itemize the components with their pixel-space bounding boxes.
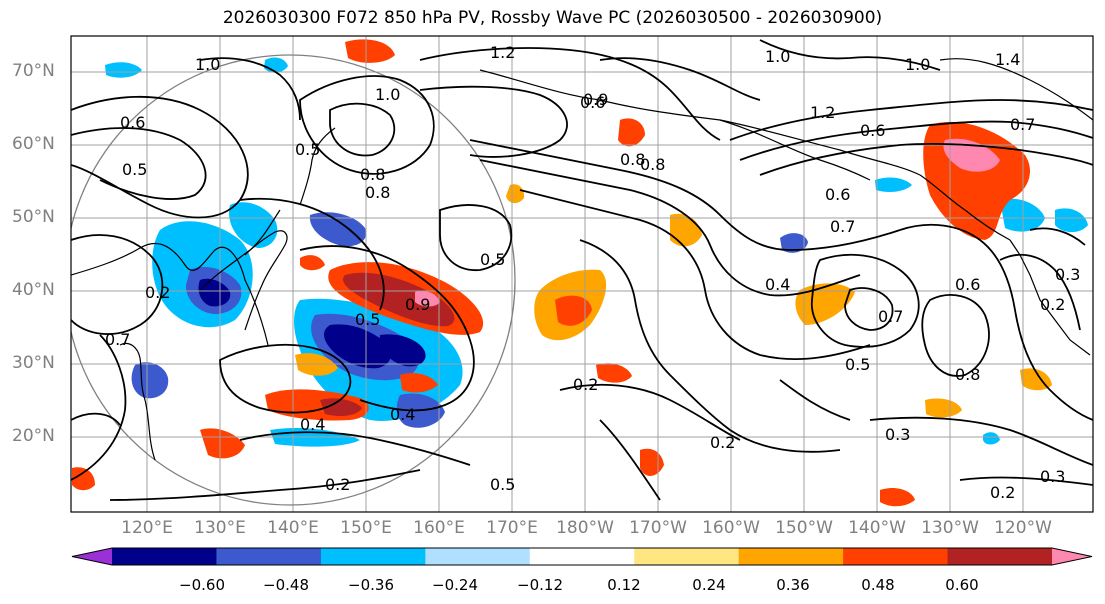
contour-label: 0.2 — [145, 283, 170, 302]
colorbar-outline — [71, 547, 1093, 566]
colorbar-tick-label: −0.36 — [348, 576, 394, 594]
contour-label: 0.5 — [355, 310, 380, 329]
contour-label: 0.3 — [885, 425, 910, 444]
contour-label: 0.8 — [955, 365, 980, 384]
contour-label: 0.5 — [480, 250, 505, 269]
colorbar-bin — [216, 548, 322, 565]
contour-label: 0.6 — [955, 275, 980, 294]
colorbar-bin — [843, 548, 949, 565]
lon-label: 170°E — [486, 518, 538, 538]
colorbar-tick-label: −0.12 — [517, 576, 563, 594]
contour-label: 0.4 — [390, 405, 415, 424]
contour-label: 0.5 — [845, 355, 870, 374]
contour-label: 0.2 — [325, 475, 350, 494]
contour-label: 0.2 — [990, 483, 1015, 502]
colorbar-tick-label: −0.24 — [432, 576, 478, 594]
contour-label: 0.6 — [580, 93, 605, 112]
contour-label: 0.8 — [620, 150, 645, 169]
colorbar-bin — [738, 548, 844, 565]
lon-label: 130°E — [194, 518, 246, 538]
lon-label: 160°E — [413, 518, 465, 538]
lat-label: 30°N — [12, 353, 55, 373]
contour-label: 0.4 — [765, 275, 790, 294]
contour-label: 1.2 — [490, 43, 515, 62]
reference-circle — [71, 54, 516, 506]
coastlines — [71, 58, 1093, 461]
colorbar-bin — [529, 548, 635, 565]
colorbar-bin — [425, 548, 531, 565]
contour-label: 0.2 — [710, 433, 735, 452]
lat-label: 60°N — [12, 134, 55, 154]
contour-labels: 1.2 1.0 1.0 1.0 1.4 1.0 1.2 0.6 0.9 0.8 … — [105, 43, 1080, 502]
contour-label: 1.0 — [905, 55, 930, 74]
colorbar-tick-label: 0.12 — [607, 576, 641, 594]
lon-label: 140°E — [267, 518, 319, 538]
contour-label: 0.3 — [1055, 265, 1080, 284]
contour-label: 0.3 — [1040, 467, 1065, 486]
colorbar-tick-label: 0.36 — [776, 576, 810, 594]
contour-label: 0.5 — [122, 160, 147, 179]
contour-label: 0.6 — [120, 113, 145, 132]
contour-label: 0.7 — [1010, 115, 1035, 134]
contour-label: 1.0 — [195, 55, 220, 74]
lon-label: 120°W — [994, 518, 1052, 538]
contour-label: 0.5 — [295, 140, 320, 159]
contour-label: 0.6 — [825, 185, 850, 204]
contour-label: 0.7 — [878, 307, 903, 326]
contour-label: 0.8 — [360, 165, 385, 184]
colorbar-tick-label: 0.48 — [861, 576, 895, 594]
lon-label: 130°W — [921, 518, 979, 538]
lat-label: 70°N — [12, 61, 55, 81]
colorbar-tick-label: 0.24 — [692, 576, 726, 594]
contour-label: 1.0 — [765, 47, 790, 66]
contour-label: 0.8 — [365, 183, 390, 202]
contour-label: 0.7 — [830, 217, 855, 236]
pv-contours — [71, 39, 1093, 501]
lon-label: 150°E — [340, 518, 392, 538]
colorbar-extend-max — [1052, 548, 1092, 565]
lon-label: 140°W — [848, 518, 906, 538]
contour-label: 1.2 — [810, 103, 835, 122]
colorbar — [71, 547, 1093, 566]
map-title: 2026030300 F072 850 hPa PV, Rossby Wave … — [222, 8, 883, 28]
contour-label: 0.4 — [300, 415, 325, 434]
contour-label: 0.8 — [640, 155, 665, 174]
contour-label: 0.7 — [105, 330, 130, 349]
contour-label: 0.9 — [405, 295, 430, 314]
contour-label: 0.6 — [860, 121, 885, 140]
graticule — [71, 36, 1093, 512]
map-frame — [70, 35, 1094, 513]
colorbar-bin — [112, 548, 217, 565]
contour-label: 0.5 — [490, 475, 515, 494]
colorbar-bin — [947, 548, 1053, 565]
lat-label: 50°N — [12, 207, 55, 227]
colorbar-tick-label: −0.48 — [263, 576, 309, 594]
contour-label: 1.4 — [995, 50, 1020, 69]
lon-label: 160°W — [702, 518, 760, 538]
lat-label: 20°N — [12, 426, 55, 446]
contour-label: 0.2 — [1040, 295, 1065, 314]
contour-label: 1.0 — [375, 85, 400, 104]
colorbar-tick-label: 0.60 — [945, 576, 979, 594]
colorbar-tick-label: −0.60 — [179, 576, 225, 594]
colorbar-extend-min — [72, 548, 112, 565]
lon-label: 170°W — [629, 518, 687, 538]
colorbar-bin — [320, 548, 426, 565]
colorbar-bin — [634, 548, 740, 565]
lon-label: 180°W — [556, 518, 614, 538]
lat-label: 40°N — [12, 280, 55, 300]
lon-label: 150°W — [775, 518, 833, 538]
contour-label: 0.9 — [583, 90, 608, 109]
lon-label: 120°E — [121, 518, 173, 538]
contour-label: 0.2 — [573, 375, 598, 394]
